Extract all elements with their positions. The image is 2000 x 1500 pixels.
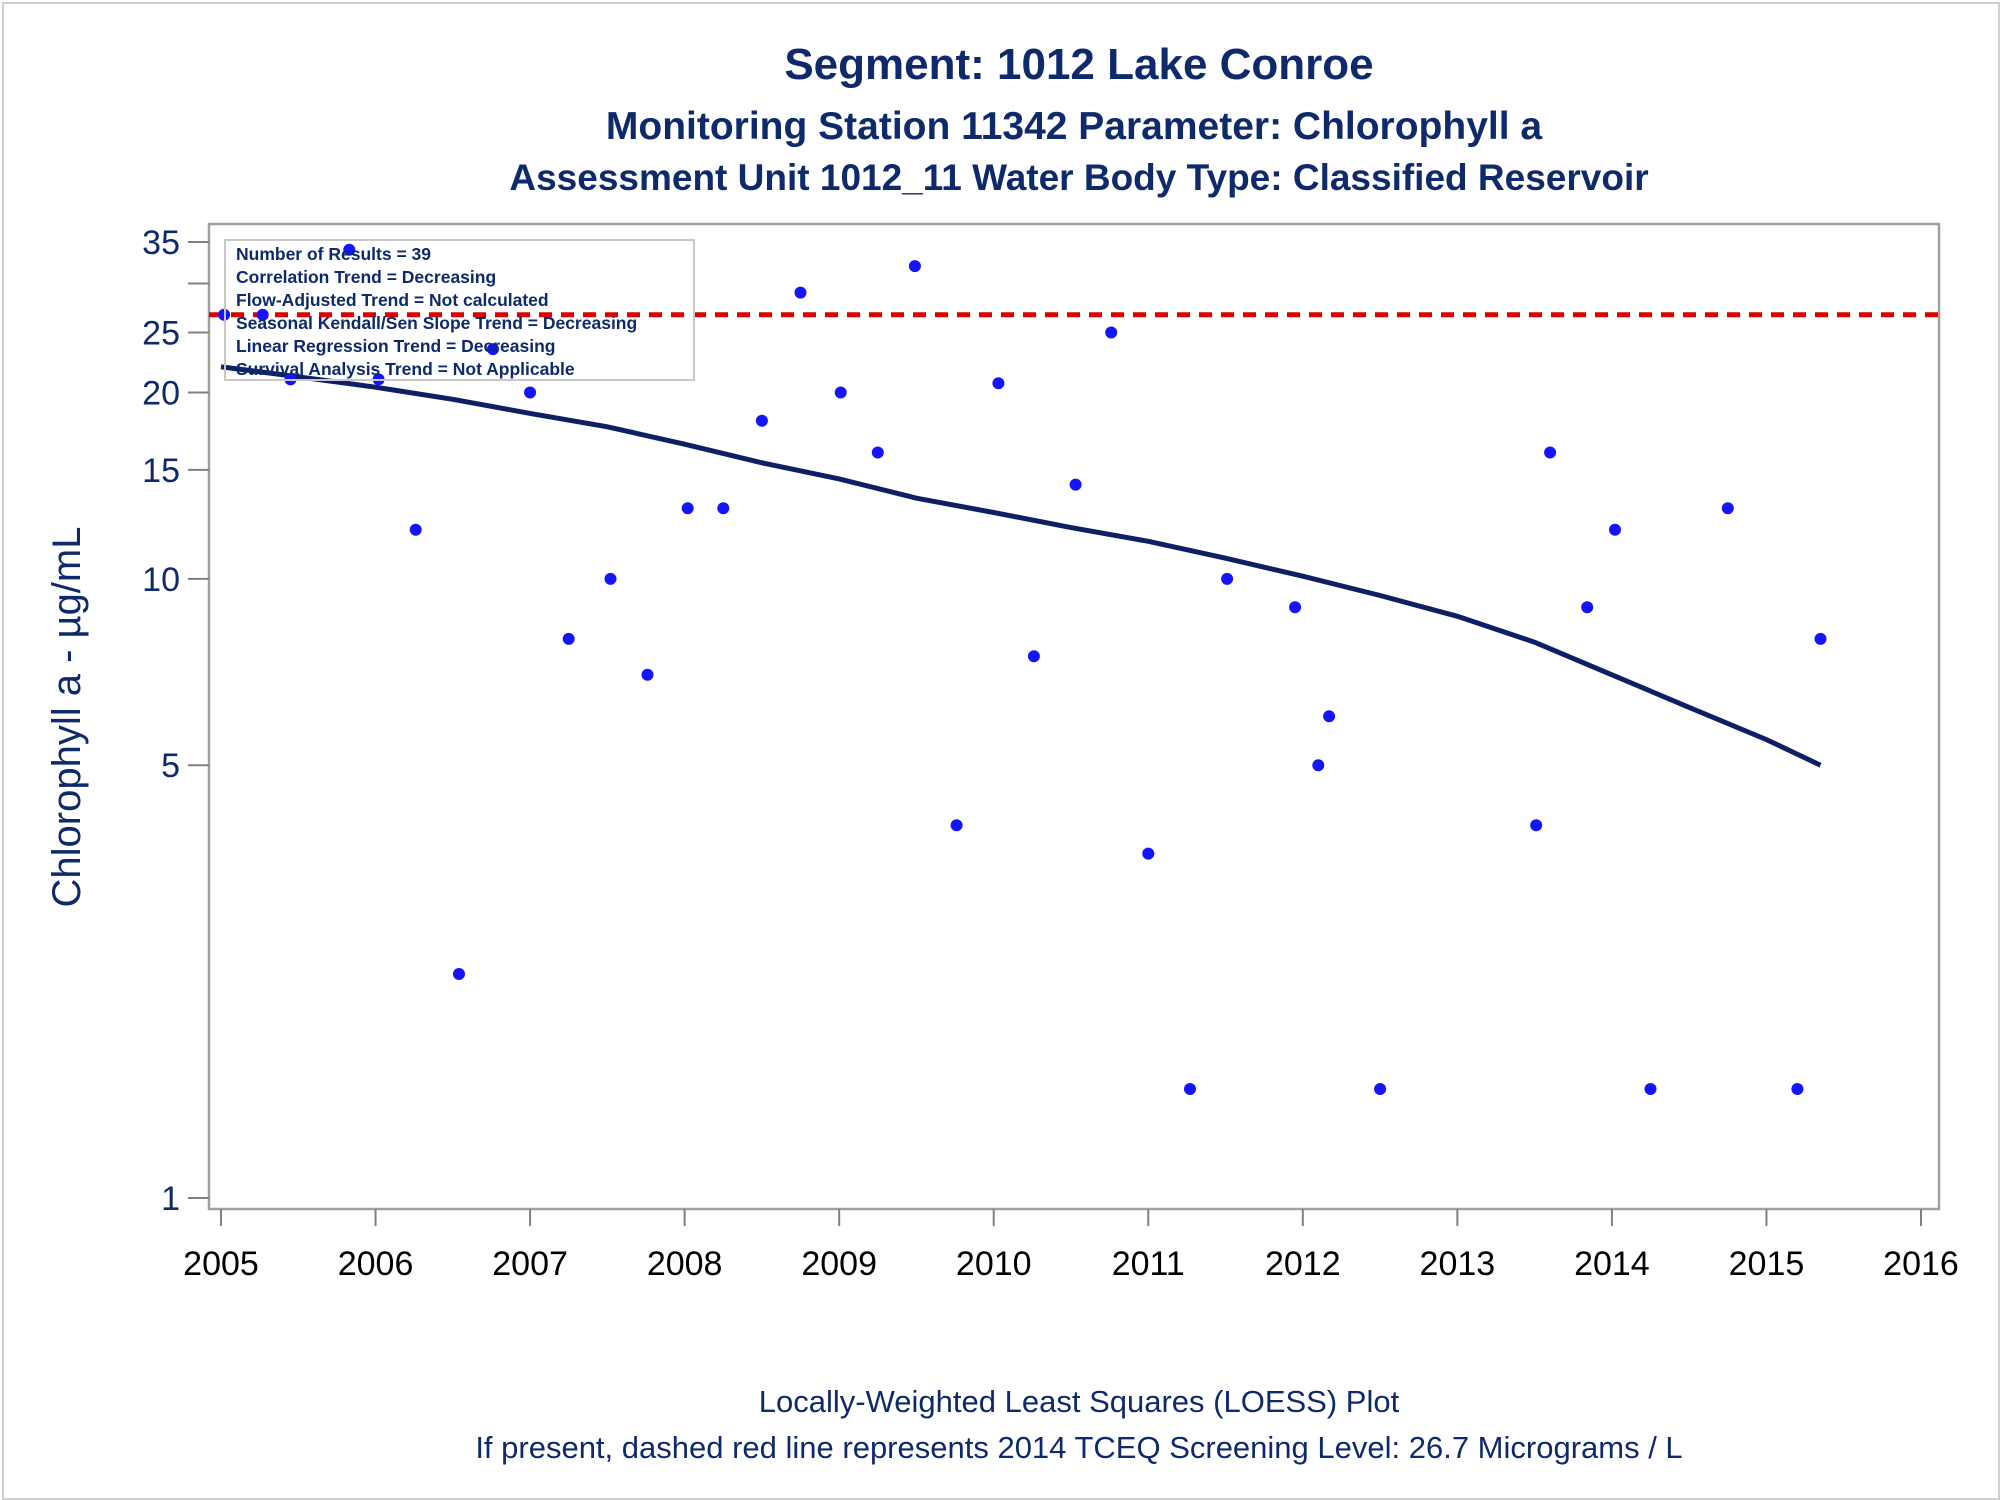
data-point xyxy=(717,502,730,515)
x-tick-label: 2011 xyxy=(1112,1245,1185,1283)
y-tick-label: 15 xyxy=(142,452,180,490)
data-points xyxy=(218,243,1827,1095)
x-tick-label: 2012 xyxy=(1265,1245,1341,1283)
data-point xyxy=(1027,650,1040,663)
data-point xyxy=(1323,710,1336,723)
data-point xyxy=(409,523,422,536)
inset-line-seasonal-kendall: Seasonal Kendall/Sen Slope Trend = Decre… xyxy=(236,313,637,333)
trend-inset: Number of Results = 39 Correlation Trend… xyxy=(224,239,695,381)
x-tick-label: 2013 xyxy=(1420,1245,1496,1283)
data-point xyxy=(343,243,356,256)
data-point xyxy=(604,572,617,585)
data-point xyxy=(487,343,499,356)
data-point xyxy=(1142,847,1155,860)
data-point xyxy=(992,377,1005,390)
y-tick-label: 20 xyxy=(142,374,180,412)
chart-subtitle: Monitoring Station 11342 Parameter: Chlo… xyxy=(606,105,1543,148)
data-point xyxy=(794,286,807,299)
plot-area xyxy=(207,222,1941,1211)
inset-line-linear-regression: Linear Regression Trend = Decreasing xyxy=(236,336,556,356)
data-point xyxy=(1721,502,1734,515)
inset-line-results: Number of Results = 39 xyxy=(236,244,431,264)
data-point xyxy=(871,446,884,459)
data-point xyxy=(755,414,768,427)
data-point xyxy=(834,386,847,399)
data-point xyxy=(1544,446,1557,459)
data-point xyxy=(524,386,537,399)
data-point xyxy=(1312,759,1325,772)
data-point xyxy=(1069,478,1082,491)
data-point xyxy=(453,968,465,980)
x-tick-label: 2014 xyxy=(1574,1245,1650,1283)
chart-title: Segment: 1012 Lake Conroe xyxy=(784,40,1373,89)
y-tick-label: 25 xyxy=(142,314,180,352)
y-tick-label: 1 xyxy=(161,1180,180,1218)
x-tick-label: 2016 xyxy=(1883,1245,1959,1283)
loess-curve xyxy=(220,364,1822,768)
data-point xyxy=(1609,523,1621,536)
x-tick-label: 2015 xyxy=(1729,1245,1805,1283)
data-point xyxy=(1581,601,1594,614)
y-axis-label: Chlorophyll a - µg/mL xyxy=(45,527,89,908)
footnote-loess: Locally-Weighted Least Squares (LOESS) P… xyxy=(759,1384,1400,1419)
x-tick-label: 2009 xyxy=(801,1245,877,1283)
data-point xyxy=(681,502,694,515)
data-point xyxy=(908,260,921,273)
data-point xyxy=(1289,601,1302,614)
inset-line-survival: Survival Analysis Trend = Not Applicable xyxy=(236,359,575,379)
data-point xyxy=(950,819,963,832)
footnote-screening: If present, dashed red line represents 2… xyxy=(475,1430,1682,1465)
data-point xyxy=(1221,572,1234,585)
inset-line-flow-adjusted: Flow-Adjusted Trend = Not calculated xyxy=(236,290,549,310)
x-tick-label: 2007 xyxy=(492,1245,568,1283)
data-point xyxy=(1184,1083,1196,1095)
inset-box xyxy=(224,239,695,381)
data-point xyxy=(641,668,654,681)
data-point xyxy=(562,632,575,645)
data-point xyxy=(1644,1083,1657,1095)
data-point xyxy=(1814,632,1827,645)
y-tick-label: 5 xyxy=(161,747,180,785)
data-point xyxy=(1105,326,1118,339)
data-point xyxy=(1530,819,1543,832)
inset-line-correlation: Correlation Trend = Decreasing xyxy=(236,267,496,287)
chart-subtitle-2: Assessment Unit 1012_11 Water Body Type:… xyxy=(509,157,1648,198)
x-tick-label: 2005 xyxy=(183,1245,259,1283)
x-axis: 2005 2006 2007 2008 2009 2010 2011 2012 2013 2014… xyxy=(183,1209,1959,1283)
y-tick-label: 10 xyxy=(142,561,180,599)
data-point xyxy=(1791,1083,1804,1095)
x-tick-label: 2006 xyxy=(338,1245,414,1283)
data-point xyxy=(1374,1083,1387,1095)
x-tick-label: 2008 xyxy=(647,1245,723,1283)
data-point xyxy=(256,308,269,321)
x-tick-label: 2010 xyxy=(956,1245,1032,1283)
y-tick-label: 35 xyxy=(142,224,180,262)
